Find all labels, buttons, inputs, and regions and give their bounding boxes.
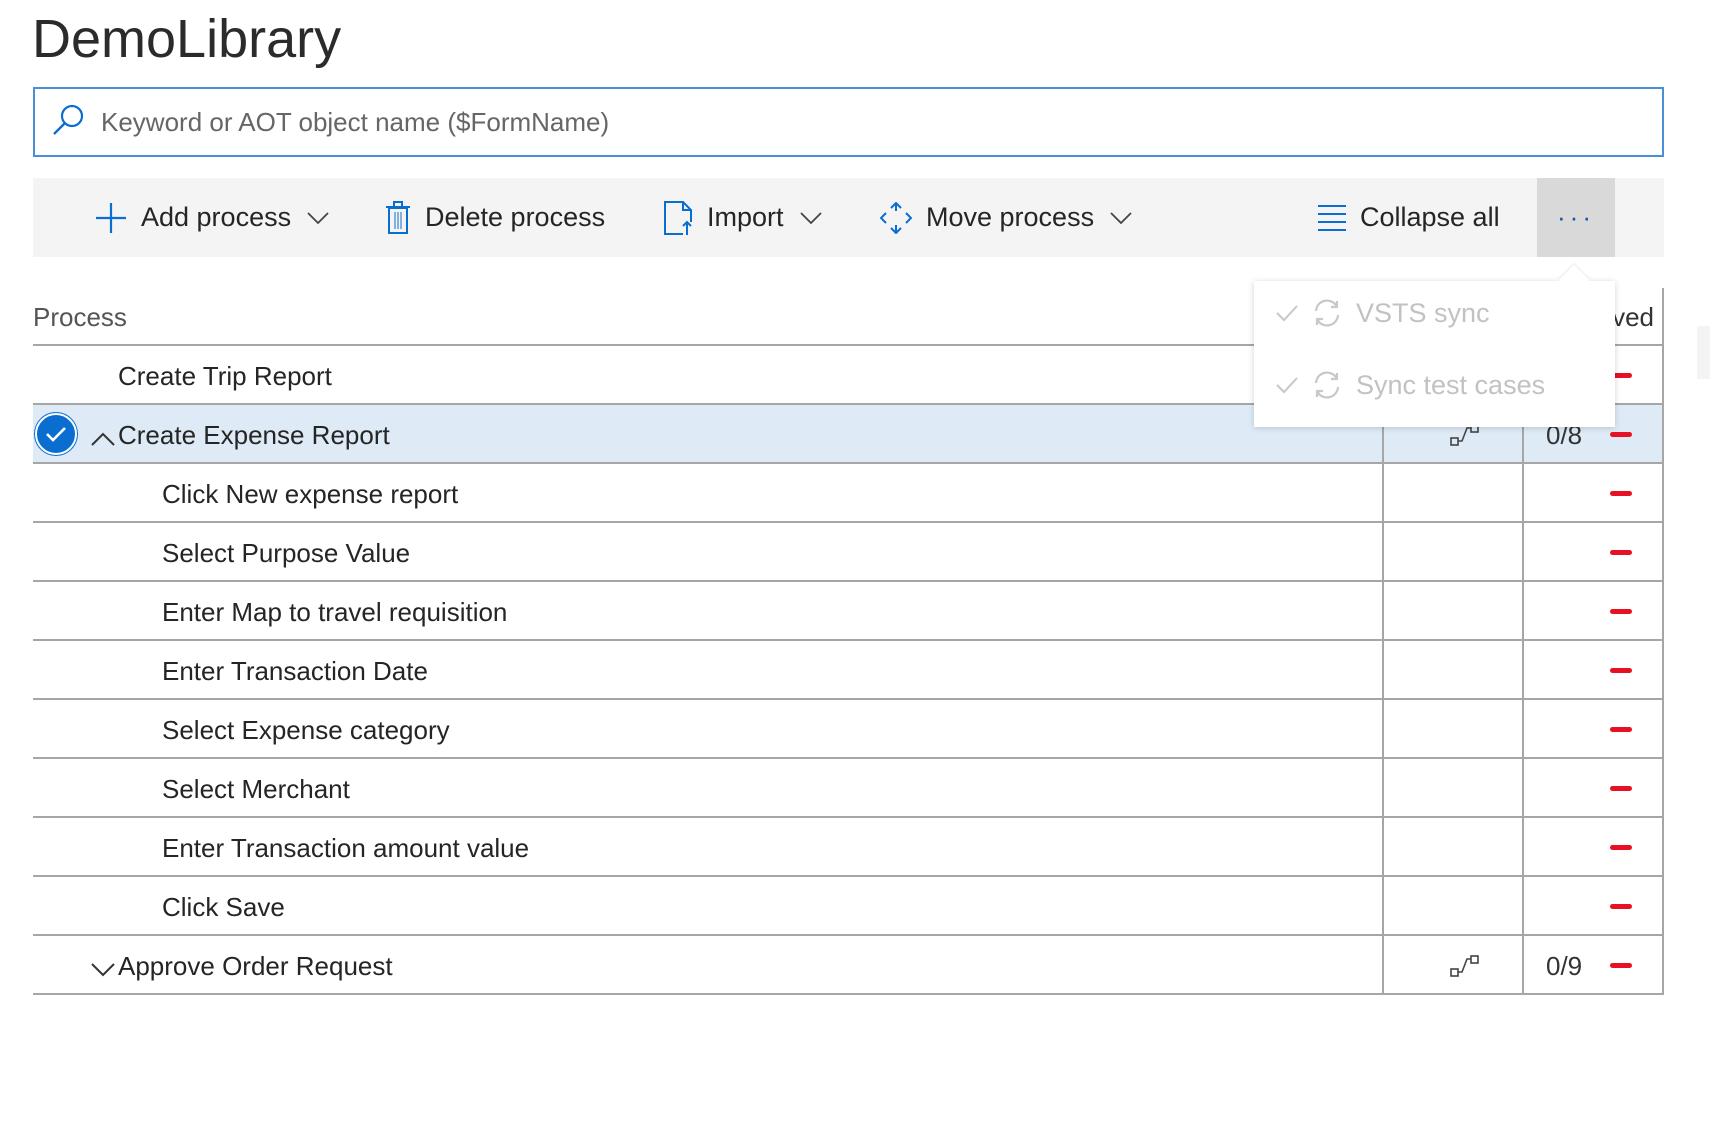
add-process-label: Add process [141, 202, 292, 232]
search-input[interactable] [99, 105, 1599, 139]
status-dash-icon [1610, 609, 1632, 614]
collapse-all-label: Collapse all [1360, 202, 1500, 232]
add-process-button[interactable]: Add process [95, 178, 329, 257]
status-dash-icon [1610, 963, 1632, 968]
check-icon [1276, 305, 1298, 322]
status-dash-icon [1610, 373, 1632, 378]
process-name: Select Merchant [162, 774, 350, 804]
status-dash-icon [1610, 432, 1632, 437]
chevron-down-icon [307, 211, 329, 224]
link-cell [1382, 700, 1522, 757]
status-dash-icon [1610, 550, 1632, 555]
link-cell [1382, 877, 1522, 934]
column-header-partial[interactable]: ved [1612, 302, 1654, 332]
delete-process-button[interactable]: Delete process [385, 178, 605, 257]
link-cell [1382, 641, 1522, 698]
collapse-all-button[interactable]: Collapse all [1318, 178, 1500, 257]
process-name: Enter Transaction amount value [162, 833, 530, 863]
table-row[interactable]: Enter Transaction Date [33, 641, 1664, 700]
status-dash-icon [1610, 904, 1632, 909]
import-button[interactable]: Import [663, 178, 822, 257]
status-dash-icon [1610, 786, 1632, 791]
link-cell [1382, 936, 1522, 993]
ellipsis-icon: ··· [1557, 202, 1595, 232]
table-row[interactable]: Select Expense category [33, 700, 1664, 759]
table-row[interactable]: Create Trip Report [33, 346, 1664, 405]
process-name: Enter Map to travel requisition [162, 597, 508, 627]
menu-item-label: VSTS sync [1356, 297, 1490, 328]
chevron-down-icon[interactable] [91, 954, 115, 985]
menu-item-vsts-sync[interactable]: VSTS sync [1276, 293, 1490, 333]
process-name: Select Purpose Value [162, 538, 411, 568]
move-icon [880, 201, 912, 234]
status-dash-icon [1610, 668, 1632, 673]
sync-icon [1314, 371, 1340, 399]
column-divider [1662, 288, 1664, 344]
status-dash-icon [1610, 491, 1632, 496]
process-name: Select Expense category [162, 715, 450, 745]
status-cell [1522, 700, 1664, 757]
progress-count: 0/9 [1546, 951, 1583, 981]
status-cell [1522, 582, 1664, 639]
process-name: Create Expense Report [118, 420, 390, 450]
selected-check-icon[interactable] [35, 413, 77, 455]
trash-icon [386, 200, 410, 234]
process-name: Approve Order Request [118, 951, 393, 981]
process-name: Click New expense report [162, 479, 459, 509]
toolbar: Add process Delete process Import Move p… [33, 178, 1664, 257]
status-cell [1522, 877, 1664, 934]
link-cell [1382, 818, 1522, 875]
table-row[interactable]: Select Merchant [33, 759, 1664, 818]
connector-icon[interactable] [1450, 954, 1480, 985]
status-cell [1522, 641, 1664, 698]
chevron-down-icon [1110, 211, 1132, 224]
status-cell: 0/9 [1522, 936, 1664, 993]
menu-item-label: Sync test cases [1356, 369, 1546, 400]
status-cell [1522, 759, 1664, 816]
menu-item-sync-test-cases[interactable]: Sync test cases [1276, 365, 1545, 405]
move-process-button[interactable]: Move process [880, 178, 1132, 257]
delete-process-label: Delete process [425, 202, 606, 232]
list-icon [1318, 204, 1346, 231]
side-panel-edge [1697, 326, 1710, 379]
more-options-button[interactable]: ··· [1537, 178, 1615, 257]
status-cell [1522, 346, 1664, 403]
table-header: Process ved [33, 288, 1664, 346]
page-title: DemoLibrary [32, 9, 342, 69]
check-icon [1276, 377, 1298, 394]
status-cell [1522, 523, 1664, 580]
table-row[interactable]: Select Purpose Value [33, 523, 1664, 582]
link-cell [1382, 523, 1522, 580]
process-table: Process ved Create Trip Report Create Exp… [33, 288, 1664, 995]
chevron-down-icon [799, 211, 822, 224]
process-name: Enter Transaction Date [162, 656, 428, 686]
chevron-up-icon[interactable] [91, 423, 115, 454]
status-cell [1522, 818, 1664, 875]
status-dash-icon [1610, 727, 1632, 732]
column-header-process[interactable]: Process [33, 302, 127, 332]
search-icon [51, 103, 85, 142]
move-process-label: Move process [926, 202, 1095, 232]
import-label: Import [707, 202, 784, 232]
table-row[interactable]: Approve Order Request 0/9 [33, 936, 1664, 995]
link-cell [1382, 582, 1522, 639]
table-row[interactable]: Enter Map to travel requisition [33, 582, 1664, 641]
more-options-menu: VSTS sync Sync test cases [1254, 281, 1615, 427]
table-row[interactable]: Click Save [33, 877, 1664, 936]
link-cell [1382, 464, 1522, 521]
connector-icon[interactable] [1450, 423, 1480, 454]
link-cell [1382, 405, 1522, 462]
status-dash-icon [1610, 845, 1632, 850]
table-row[interactable]: Enter Transaction amount value [33, 818, 1664, 877]
status-cell [1522, 464, 1664, 521]
import-file-icon [664, 200, 692, 235]
process-name: Click Save [162, 892, 285, 922]
search-box[interactable] [33, 87, 1664, 157]
sync-icon [1314, 299, 1340, 327]
link-cell [1382, 759, 1522, 816]
process-name: Create Trip Report [118, 361, 332, 391]
table-row[interactable]: Click New expense report [33, 464, 1664, 523]
plus-icon [96, 202, 126, 233]
